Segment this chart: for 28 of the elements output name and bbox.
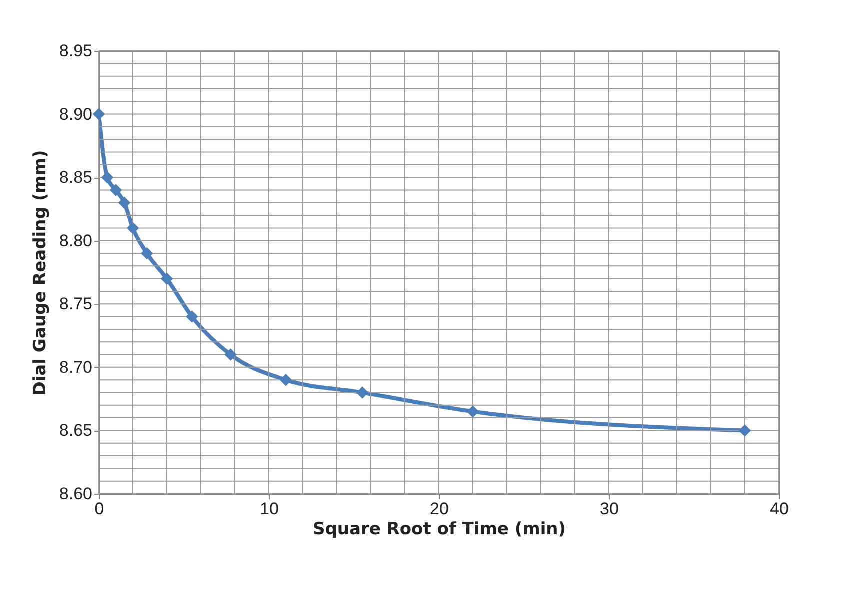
x-tick-label: 30 bbox=[600, 500, 619, 518]
point bbox=[356, 386, 369, 399]
y-tick-label: 8.85 bbox=[59, 168, 92, 188]
point bbox=[738, 424, 752, 437]
point bbox=[126, 222, 140, 234]
x-tick-label: 40 bbox=[770, 500, 789, 518]
y-tick-label: 8.80 bbox=[59, 231, 92, 250]
point bbox=[466, 406, 480, 418]
point bbox=[280, 374, 292, 386]
point bbox=[140, 247, 154, 260]
x-tick-label: 0 bbox=[94, 500, 104, 518]
y-tick-label: 8.90 bbox=[59, 104, 92, 124]
y-tick-label: 8.70 bbox=[59, 358, 92, 377]
point bbox=[110, 184, 122, 196]
x-tick-label: 10 bbox=[260, 500, 279, 518]
point bbox=[92, 108, 106, 120]
x-tick-label: 20 bbox=[430, 500, 449, 518]
y-tick-label: 8.95 bbox=[59, 42, 92, 60]
y-tick-label: 8.75 bbox=[59, 294, 92, 314]
y-tick-label: 8.60 bbox=[59, 484, 92, 504]
y-tick-label: 8.65 bbox=[59, 421, 92, 440]
point bbox=[101, 171, 114, 184]
point bbox=[224, 348, 237, 361]
point bbox=[118, 196, 131, 210]
point bbox=[160, 272, 174, 285]
y-axis-title: Dial Gauge Reading (mm) bbox=[30, 150, 50, 396]
x-axis-title: Square Root of Time (min) bbox=[312, 520, 566, 540]
point bbox=[186, 310, 198, 323]
